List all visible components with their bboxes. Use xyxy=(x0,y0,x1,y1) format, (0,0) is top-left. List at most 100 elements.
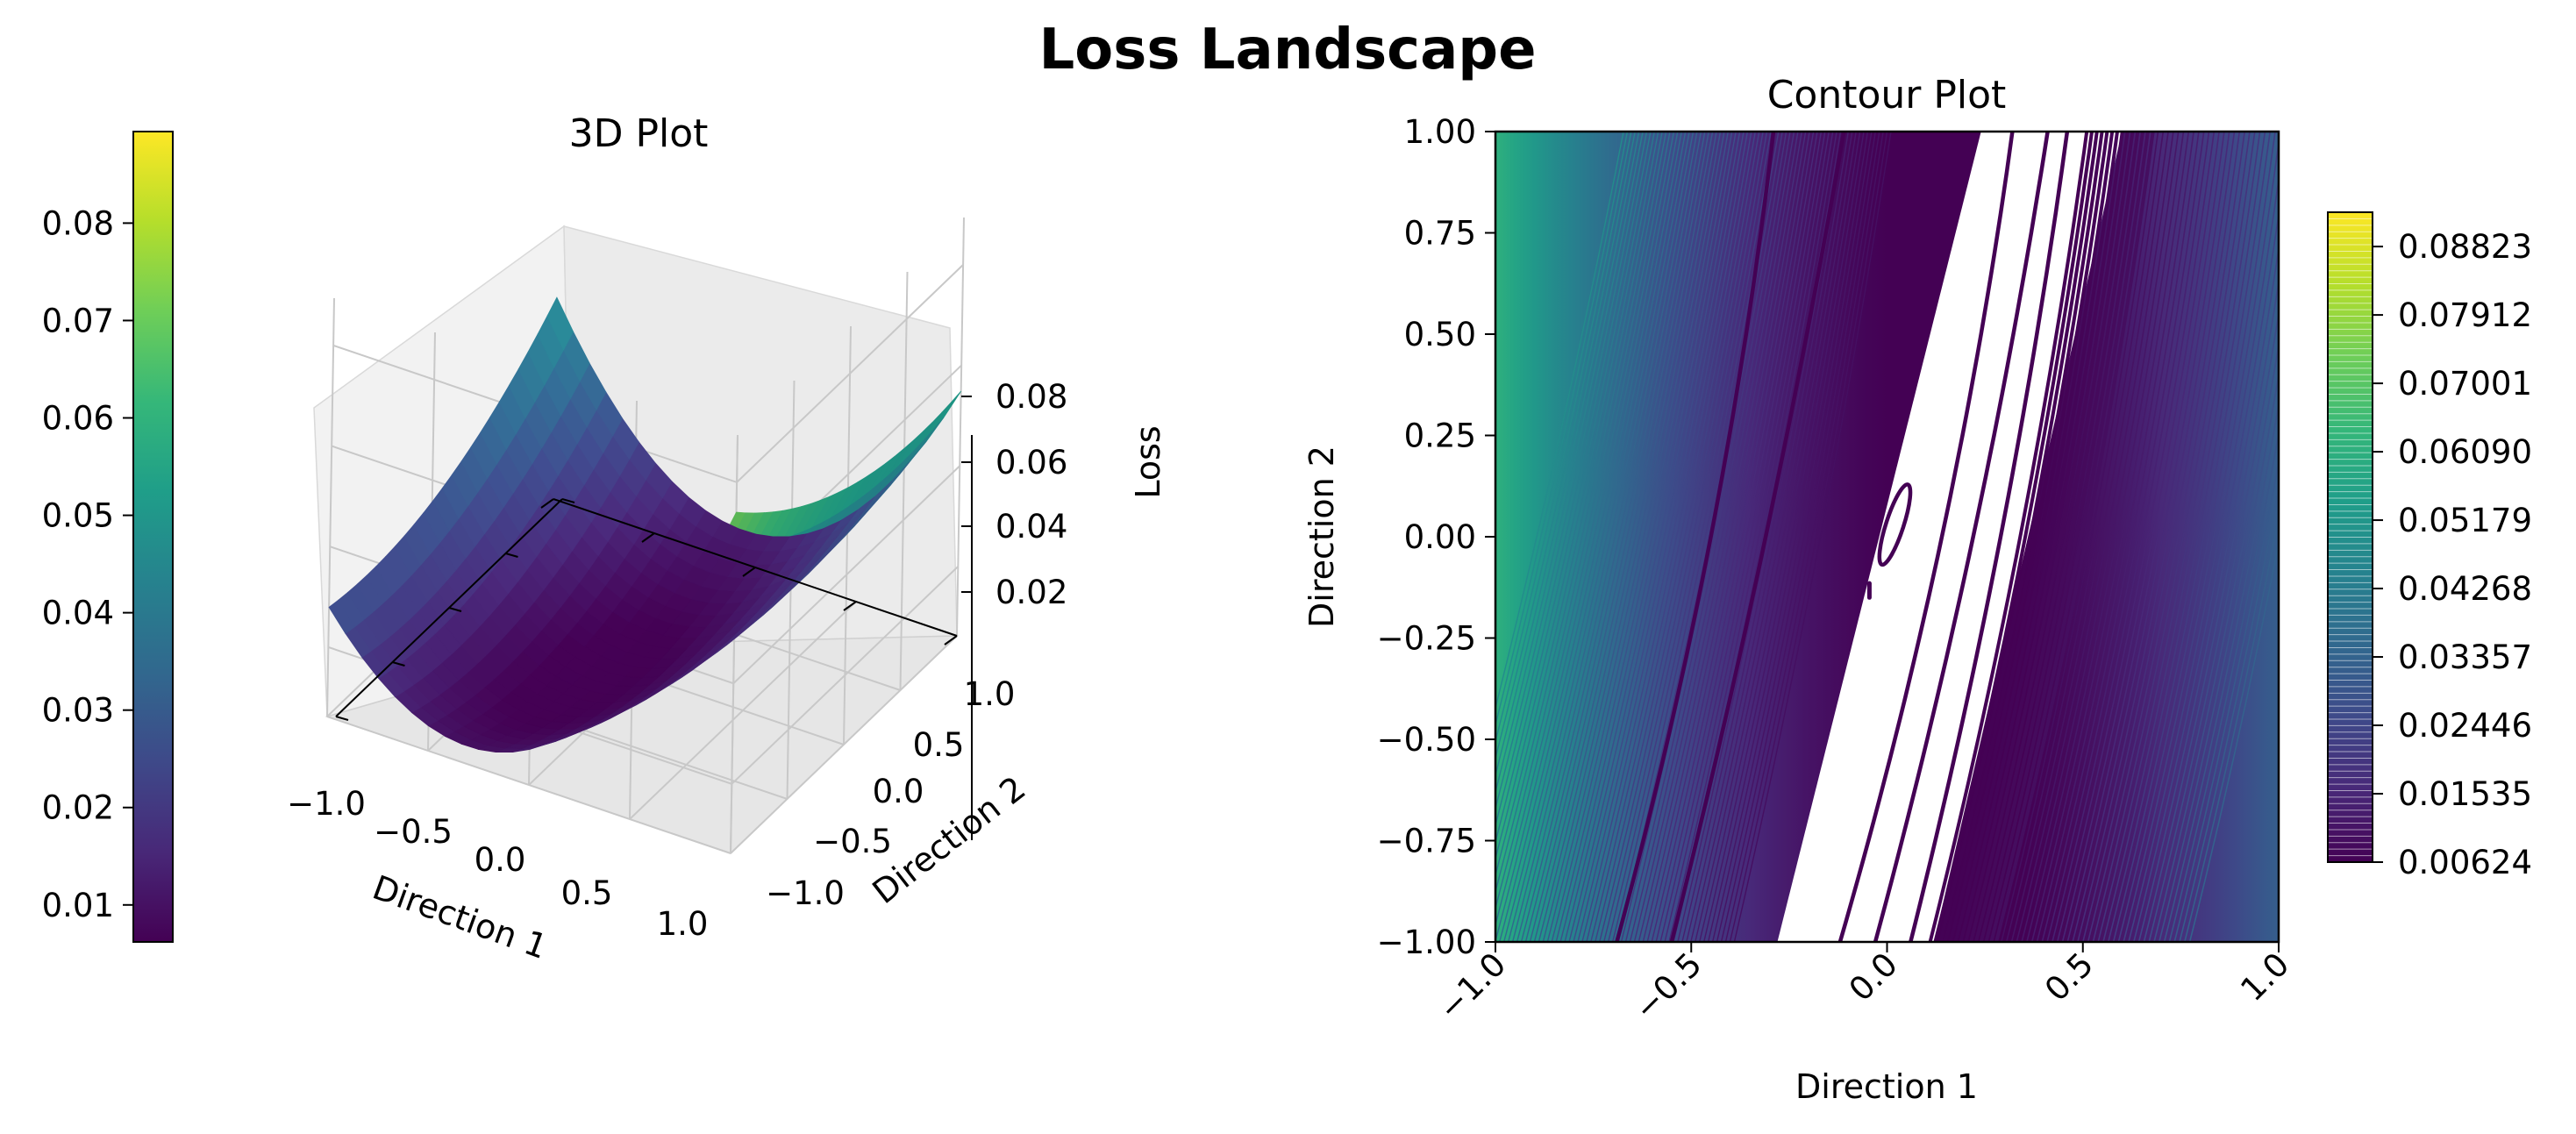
colorbar-tick-label: 0.04268 xyxy=(2398,570,2532,608)
contour-x-label: Direction 1 xyxy=(1795,1067,1978,1106)
colorbar-tick-label: 0.01535 xyxy=(2398,775,2532,813)
contour-line xyxy=(1964,132,2124,942)
contour-line xyxy=(1681,132,1845,942)
contour-line xyxy=(1511,132,1695,942)
figure-title: Loss Landscape xyxy=(1039,18,1537,82)
x-tick-label: 1.0 xyxy=(657,905,709,943)
contour-line xyxy=(1495,132,1624,711)
contour-line xyxy=(2092,132,2251,942)
contour-line xyxy=(1629,132,1799,942)
surface-title: 3D Plot xyxy=(569,111,709,156)
colorbar-tick-label: 0.02 xyxy=(42,789,114,827)
contour-line xyxy=(1516,132,1698,942)
y-tick-label: −0.75 xyxy=(1377,823,1476,860)
contour-line xyxy=(1969,132,2130,942)
gridline xyxy=(332,264,964,484)
contour-line xyxy=(1944,132,2104,942)
contour-line xyxy=(1837,132,2015,942)
colorbar-tick-label: 0.03 xyxy=(42,692,114,730)
contour-line xyxy=(1948,132,2109,942)
colorbar-tick-label: 0.07 xyxy=(42,302,114,339)
contour-line xyxy=(1711,132,1873,942)
contour-line xyxy=(1551,132,1729,942)
contour-line xyxy=(1564,132,1741,942)
contour-line xyxy=(1615,132,1776,942)
contour-line xyxy=(1624,132,1795,942)
contour-line xyxy=(1495,132,1629,728)
contour-line xyxy=(2108,132,2266,942)
contour-line xyxy=(1581,132,1756,942)
surface-colorbar xyxy=(132,131,174,943)
contour-line xyxy=(2184,512,2279,942)
gridline xyxy=(956,217,965,637)
x-tick-label: 1.0 xyxy=(2233,945,2296,1009)
contour-line xyxy=(1529,132,1709,942)
contour-line xyxy=(1953,132,2115,942)
contour-y-ticks: −1.00 −0.75 −0.50 −0.25 0.00 0.25 0.50 0.75 1.00 xyxy=(1377,113,1495,961)
x-tick xyxy=(641,532,655,543)
x-tick-label: 0.5 xyxy=(561,874,613,912)
x-tick-label: −0.5 xyxy=(1627,945,1709,1028)
contour-line xyxy=(2188,538,2279,942)
contour-line xyxy=(2005,132,2165,942)
contour-line xyxy=(1646,132,1815,942)
surface-x-ticks: −1.0−0.5 0.0 0.5 1.0 xyxy=(287,498,958,943)
contour-line xyxy=(1994,132,2155,942)
contour-line xyxy=(2087,132,2245,942)
colorbar-tick-label: 0.07001 xyxy=(2398,365,2532,403)
contour-line xyxy=(1586,132,1760,942)
y-tick-label: 0.25 xyxy=(1404,417,1476,455)
contour-line xyxy=(2097,132,2256,942)
contour-line xyxy=(1633,132,1802,942)
contour-line xyxy=(1989,132,2150,942)
colorbar-tick-label: 0.07912 xyxy=(2398,296,2532,334)
colorbar-tick-label: 0.00624 xyxy=(2398,844,2532,881)
x-tick xyxy=(843,601,857,611)
x-tick-label: 0.0 xyxy=(475,841,526,879)
colorbar-tick-label: 0.05179 xyxy=(2398,502,2532,539)
contour-line xyxy=(1928,132,2089,942)
colorbar-tick-label: 0.02446 xyxy=(2398,707,2532,745)
contour-line xyxy=(2168,429,2279,942)
contour-line xyxy=(2066,132,2225,942)
x-tick-label: −1.0 xyxy=(287,785,366,823)
contour-line xyxy=(1938,132,2099,942)
contour-line xyxy=(2036,132,2194,942)
y-tick-label: 0.5 xyxy=(913,726,965,764)
y-tick xyxy=(561,498,575,503)
contour-line xyxy=(1720,132,1880,942)
contour-x-ticks: −1.0 −0.5 0.0 0.5 1.0 xyxy=(1431,942,2296,1028)
colorbar-tick-label: 0.08 xyxy=(42,204,114,242)
colorbar-tick-label: 0.05 xyxy=(42,497,114,535)
x-tick-label: −0.5 xyxy=(374,813,453,851)
contour-line xyxy=(1559,132,1737,942)
contour-line xyxy=(2077,132,2236,942)
y-tick-label: −0.25 xyxy=(1377,620,1476,658)
contour-line xyxy=(1577,132,1752,942)
contour-line xyxy=(2030,132,2190,942)
surface-z-ticks: 0.02 0.04 0.06 0.08 xyxy=(961,378,1067,840)
z-tick-label: 0.08 xyxy=(995,378,1067,416)
contour-line xyxy=(1568,132,1745,942)
contour-line xyxy=(1973,132,2135,942)
y-tick-label: 0.75 xyxy=(1404,215,1476,253)
contour-line xyxy=(2143,277,2279,942)
contour-line xyxy=(1690,132,1853,942)
contour-line xyxy=(1703,132,1865,942)
contour-line xyxy=(1651,132,1818,942)
contour-line xyxy=(2072,132,2230,942)
colorbar-tick-label: 0.03357 xyxy=(2398,638,2532,676)
contour-line xyxy=(2112,132,2271,942)
contour-line xyxy=(1611,132,1783,942)
contour-line xyxy=(2056,132,2216,942)
contour-line xyxy=(1538,132,1717,942)
x-tick xyxy=(742,567,756,577)
contour-line xyxy=(2128,174,2279,942)
contour-line xyxy=(1733,132,1892,942)
colorbar-tick-label: 0.08823 xyxy=(2398,228,2532,266)
surface-x-label: Direction 1 xyxy=(367,868,552,966)
contour-line xyxy=(1716,132,1876,942)
contour-colorbar-levels xyxy=(2328,211,2373,863)
contour-line xyxy=(1495,132,1675,928)
